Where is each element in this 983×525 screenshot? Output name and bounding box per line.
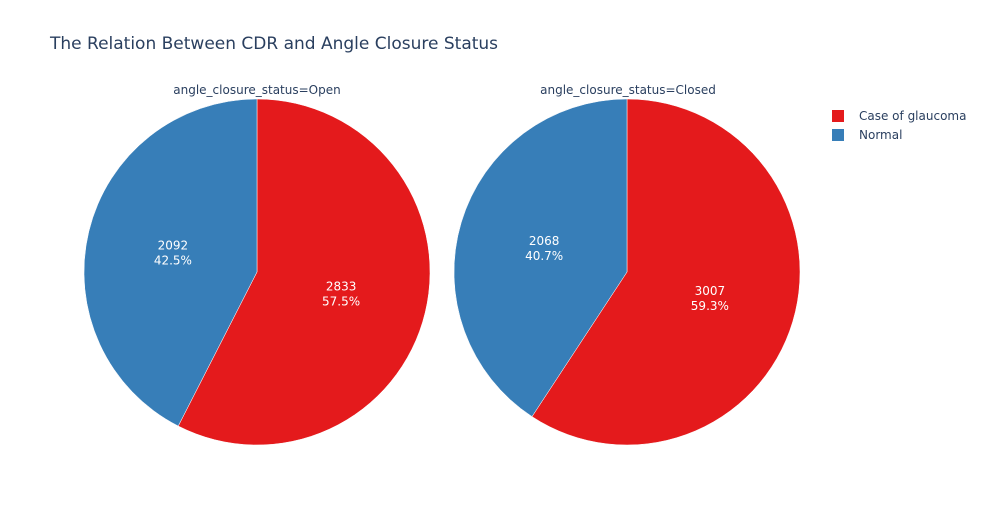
legend-item-case-of-glaucoma[interactable]: Case of glaucoma <box>832 106 966 125</box>
slice-percent-label: 42.5% <box>154 254 192 268</box>
slice-data-label: 3007 59.3% <box>691 284 729 313</box>
slice-value-label: 3007 <box>695 284 726 298</box>
legend-swatch-case-of-glaucoma <box>832 109 844 122</box>
slice-percent-label: 59.3% <box>691 299 729 313</box>
chart-title: The Relation Between CDR and Angle Closu… <box>50 34 499 54</box>
slice-value-label: 2068 <box>529 234 560 248</box>
pie-slice-closed-case-of-glaucoma[interactable] <box>531 98 801 446</box>
legend-item-normal[interactable]: Normal <box>832 125 966 144</box>
slice-data-label: 2068 40.7% <box>525 234 563 263</box>
pie-slice-closed-normal[interactable] <box>453 98 628 417</box>
legend-swatch-normal <box>832 128 844 141</box>
slice-value-label: 2833 <box>326 279 357 293</box>
legend: Case of glaucoma Normal <box>832 106 966 144</box>
pie-slice-open-case-of-glaucoma[interactable] <box>177 98 431 446</box>
legend-label: Case of glaucoma <box>859 108 967 123</box>
legend-label: Normal <box>859 127 903 142</box>
pie-title-open: angle_closure_status=Open <box>173 83 341 97</box>
slice-percent-label: 57.5% <box>322 294 360 308</box>
slice-percent-label: 40.7% <box>525 249 563 263</box>
slice-data-label: 2092 42.5% <box>154 239 192 268</box>
pie-title-closed: angle_closure_status=Closed <box>540 83 716 97</box>
slice-data-label: 2833 57.5% <box>322 279 360 308</box>
slice-value-label: 2092 <box>158 239 189 253</box>
pie-slice-open-normal[interactable] <box>83 98 258 427</box>
